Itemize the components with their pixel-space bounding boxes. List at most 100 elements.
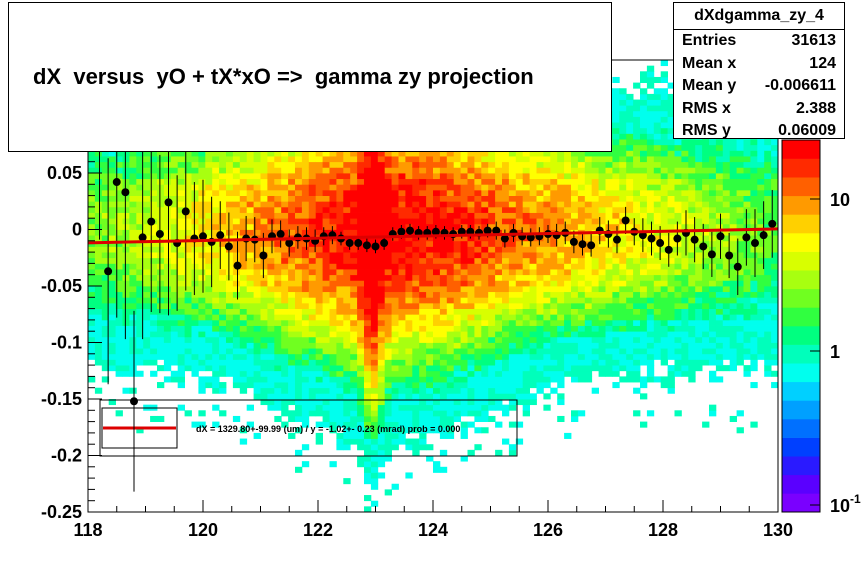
heatmap-cell (612, 263, 620, 270)
heatmap-cell (288, 274, 296, 281)
heatmap-cell (460, 393, 468, 400)
heatmap-cell (336, 229, 344, 236)
heatmap-cell (115, 206, 123, 213)
heatmap-cell (364, 365, 372, 372)
heatmap-cell (157, 415, 165, 422)
heatmap-cell (419, 297, 427, 304)
heatmap-cell (336, 399, 344, 406)
heatmap-cell (446, 342, 455, 349)
heatmap-cell (646, 167, 655, 174)
heatmap-cell (605, 336, 613, 343)
heatmap-cell (170, 359, 179, 366)
heatmap-cell (564, 257, 572, 264)
heatmap-cell (640, 206, 648, 213)
heatmap-cell (246, 274, 254, 281)
heatmap-cell (419, 286, 427, 293)
heatmap-cell (322, 150, 330, 157)
heatmap-cell (571, 286, 579, 293)
heatmap-cell (529, 319, 537, 326)
heatmap-cell (446, 280, 455, 287)
heatmap-cell (426, 399, 434, 406)
heatmap-cell (191, 297, 199, 304)
heatmap-cell (108, 274, 116, 281)
heatmap-cell (577, 173, 586, 180)
heatmap-cell (646, 156, 655, 163)
heatmap-cell (357, 353, 365, 360)
heatmap-cell (640, 88, 648, 95)
heatmap-cell (481, 314, 489, 321)
heatmap-cell (357, 223, 365, 230)
heatmap-cell (419, 438, 427, 445)
heatmap-cell (308, 223, 317, 230)
heatmap-cell (101, 201, 110, 208)
heatmap-cell (391, 432, 399, 439)
heatmap-cell (467, 257, 475, 264)
heatmap-cell (598, 240, 606, 247)
heatmap-cell (536, 348, 544, 355)
heatmap-cell (398, 212, 406, 219)
heatmap-cell (163, 314, 172, 321)
heatmap-cell (267, 161, 275, 168)
heatmap-cell (364, 263, 372, 270)
heatmap-cell (522, 257, 530, 264)
heatmap-cell (391, 206, 399, 213)
heatmap-cell (460, 195, 468, 202)
heatmap-cell (612, 178, 620, 185)
heatmap-cell (370, 455, 379, 462)
heatmap-cell (536, 280, 544, 287)
heatmap-cell (488, 161, 496, 168)
heatmap-cell (177, 274, 185, 281)
heatmap-cell (474, 212, 482, 219)
heatmap-cell (591, 359, 599, 366)
heatmap-cell (640, 274, 648, 281)
heatmap-cell (364, 178, 372, 185)
heatmap-cell (426, 269, 434, 276)
heatmap-cell (336, 173, 344, 180)
heatmap-cell (357, 269, 365, 276)
heatmap-cell (315, 387, 323, 394)
heatmap-cell (191, 218, 199, 225)
heatmap-cell (157, 206, 165, 213)
heatmap-cell (398, 235, 406, 242)
heatmap-cell (288, 319, 296, 326)
heatmap-cell (605, 201, 613, 208)
heatmap-cell (405, 421, 413, 428)
heatmap-cell (212, 235, 220, 242)
heatmap-cell (474, 286, 482, 293)
heatmap-cell (591, 280, 599, 287)
heatmap-cell (308, 291, 317, 298)
heatmap-cell (515, 302, 524, 309)
heatmap-cell (605, 280, 613, 287)
heatmap-cell (543, 206, 551, 213)
heatmap-cell (557, 348, 565, 355)
heatmap-cell (177, 167, 185, 174)
heatmap-cell (246, 359, 254, 366)
heatmap-cell (633, 133, 641, 140)
heatmap-cell (143, 302, 151, 309)
heatmap-cell (529, 173, 537, 180)
heatmap-cell (612, 240, 620, 247)
heatmap-cell (267, 257, 275, 264)
heatmap-cell (122, 173, 130, 180)
heatmap-cell (239, 280, 248, 287)
heatmap-cell (246, 297, 254, 304)
heatmap-cell (426, 382, 434, 389)
heatmap-cell (439, 201, 448, 208)
heatmap-cell (571, 331, 579, 338)
heatmap-cell (502, 331, 510, 338)
heatmap-cell (619, 127, 627, 134)
heatmap-cell (474, 156, 482, 163)
heatmap-cell (633, 365, 641, 372)
heatmap-cell (129, 336, 137, 343)
heatmap-cell (460, 189, 468, 196)
heatmap-cell (232, 274, 241, 281)
heatmap-cell (343, 274, 351, 281)
heatmap-cell (557, 353, 565, 360)
heatmap-cell (329, 382, 337, 389)
heatmap-cell (453, 235, 461, 242)
heatmap-cell (633, 291, 641, 298)
heatmap-cell (136, 229, 144, 236)
heatmap-cell (281, 376, 289, 383)
heatmap-cell (550, 167, 558, 174)
heatmap-cell (605, 286, 613, 293)
